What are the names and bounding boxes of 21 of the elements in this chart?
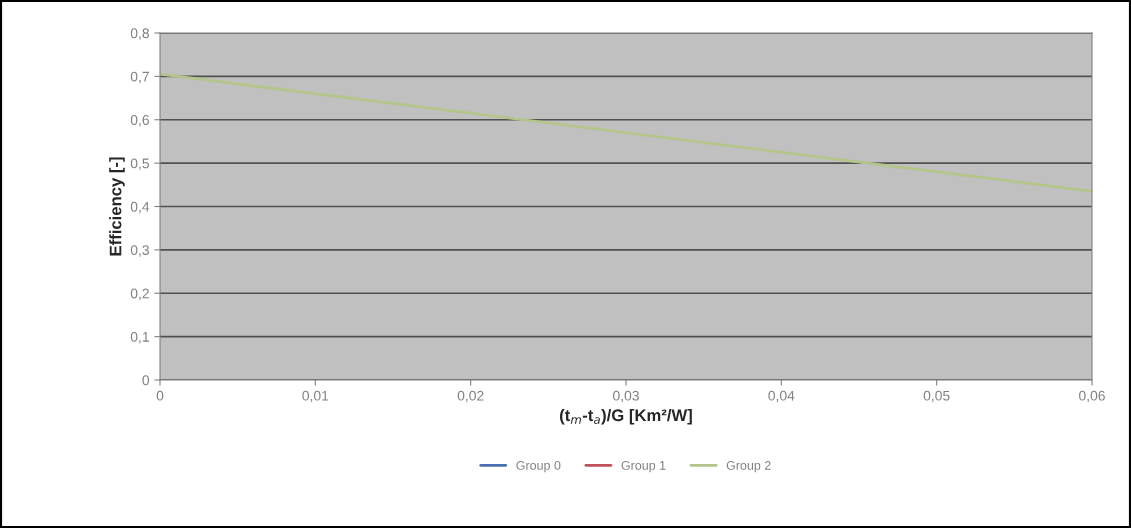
- x-tick-label: 0,06: [1079, 390, 1105, 403]
- x-tick-label: 0,01: [302, 390, 329, 403]
- y-tick-label: 0,5: [130, 158, 149, 170]
- x-tick-label: 0: [156, 390, 164, 401]
- y-tick-label: 0,6: [130, 115, 149, 127]
- y-tick-label: 0,7: [130, 71, 149, 84]
- y-tick-label: 0,1: [130, 331, 149, 344]
- x-tick-label: 0,05: [923, 390, 950, 403]
- y-tick-label: 0,2: [130, 288, 149, 301]
- y-tick-label: 0,4: [130, 201, 150, 214]
- x-tick-label: 0,02: [457, 390, 484, 403]
- legend-label: Group 0: [516, 460, 561, 473]
- y-tick-label: 0,8: [130, 28, 149, 40]
- y-tick-label: 0: [142, 375, 150, 386]
- x-tick-label: 0,03: [613, 390, 639, 403]
- legend-label: Group 1: [621, 460, 666, 473]
- legend-label: Group 2: [726, 460, 771, 473]
- x-axis-title: (t$_{m}$-t$_{a}$)/G [Km²/W]: [560, 408, 692, 425]
- x-tick-label: 0,04: [768, 390, 795, 403]
- y-tick-label: 0,3: [130, 245, 149, 257]
- y-axis-title: Efficiency [-]: [109, 157, 125, 256]
